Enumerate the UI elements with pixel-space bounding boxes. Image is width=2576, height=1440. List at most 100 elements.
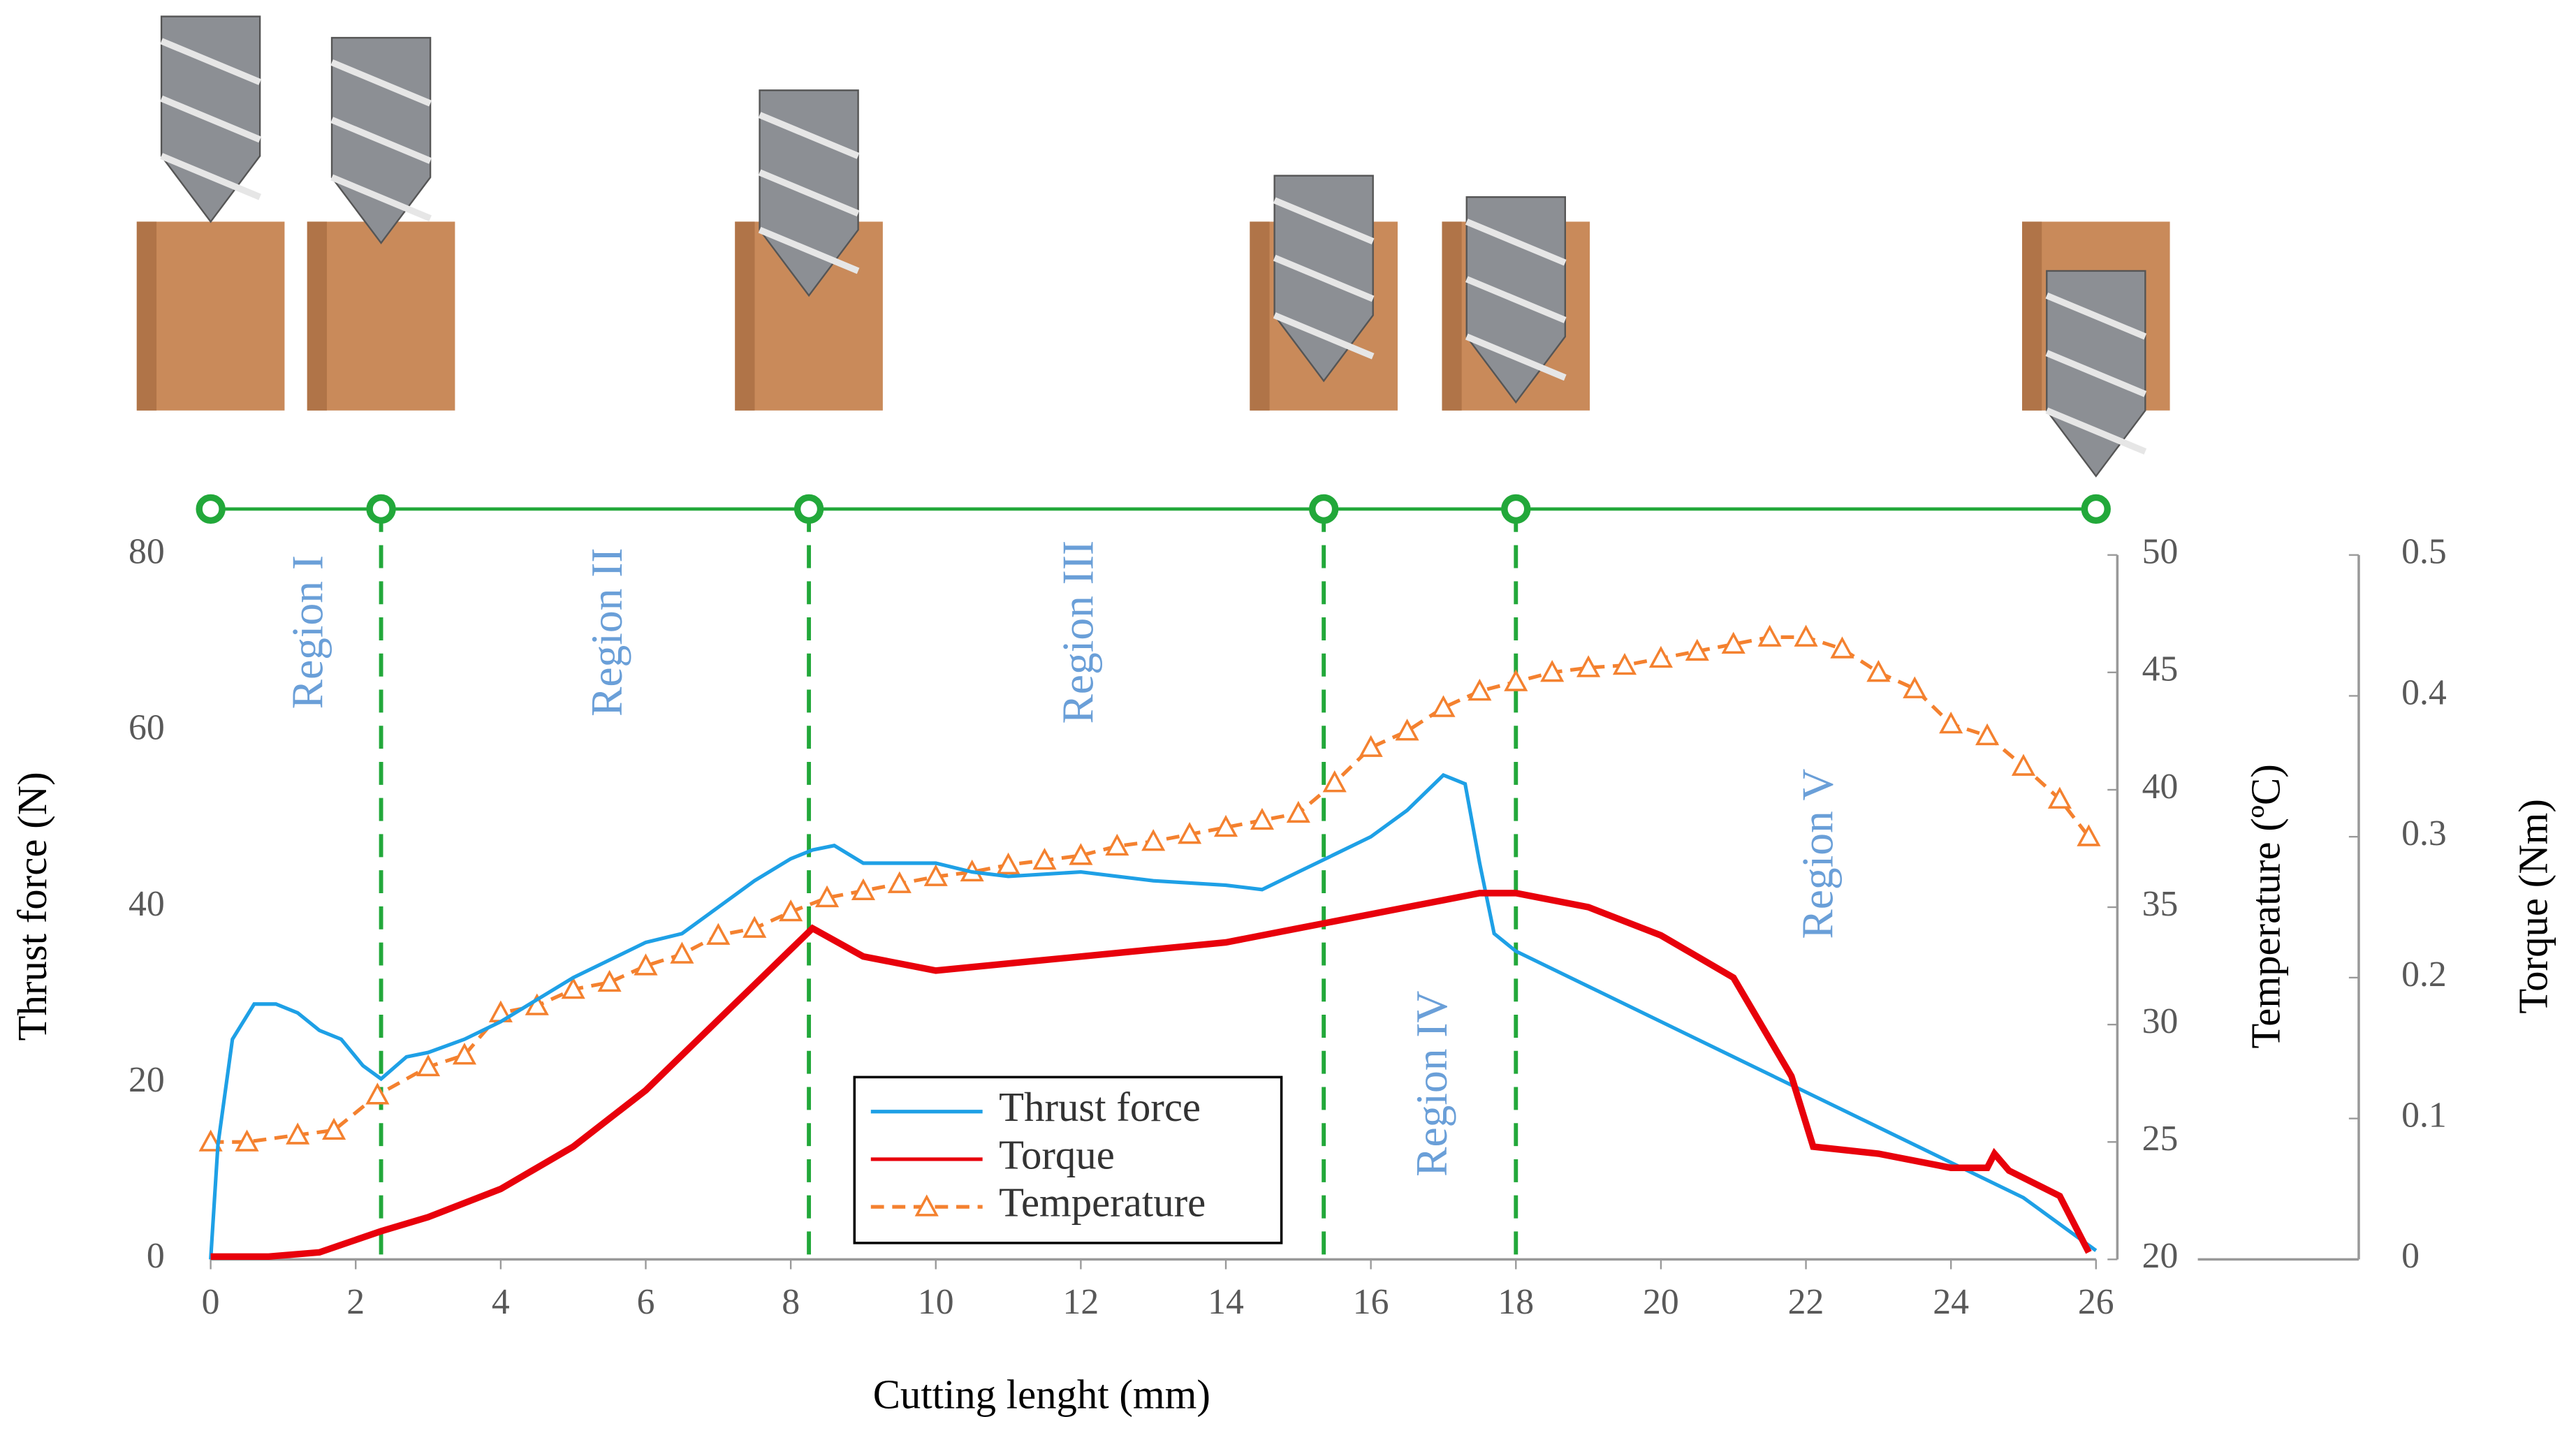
drill-flute [160, 153, 261, 200]
temperature-marker [1322, 770, 1347, 793]
x-axis-title: Cutting lenght (mm) [873, 1372, 1210, 1418]
temperature-marker [1359, 735, 1383, 757]
temperature-marker [1286, 800, 1310, 823]
series-line [209, 772, 2098, 1260]
temperature-marker [2077, 824, 2101, 846]
temperature-marker [1178, 822, 1202, 844]
temperature-marker [597, 969, 622, 992]
region-marker [793, 494, 824, 524]
temperature-marker [1504, 669, 1528, 691]
drill-flute [1273, 254, 1375, 302]
drill-flute [2045, 350, 2147, 397]
y2-tick-label: 35 [2142, 884, 2179, 924]
temperature-marker [286, 1122, 310, 1145]
temperature-marker [1866, 660, 1891, 682]
drill-flute [330, 174, 432, 222]
y3-tick-label: 0.4 [2401, 673, 2447, 712]
y2-tick-label: 45 [2142, 649, 2179, 689]
temperature-marker [1576, 655, 1601, 677]
drill-flute [2045, 292, 2147, 340]
y3-tick-label: 0.5 [2401, 532, 2447, 572]
x-tick-label: 22 [1788, 1282, 1824, 1322]
workpiece-shade [1250, 221, 1270, 411]
x-tick-label: 24 [1933, 1282, 1969, 1322]
temperature-marker [779, 899, 803, 922]
temperature-marker [1975, 723, 2000, 746]
x-tick-label: 12 [1063, 1282, 1099, 1322]
region-label: Region V [1793, 769, 1843, 939]
drill-flute [1273, 312, 1375, 360]
workpiece-shade [1442, 221, 1462, 411]
y3-tick-label: 0 [2401, 1236, 2420, 1276]
temperature-marker [561, 976, 585, 999]
drill-flute [160, 95, 261, 143]
temperature-marker [1250, 807, 1275, 830]
temperature-marker [1612, 652, 1637, 675]
temperature-marker [814, 885, 840, 908]
y-axis-title: Thrust force (N) [10, 772, 55, 1041]
temperature-marker [1431, 695, 1456, 717]
temperature-marker [1939, 711, 1963, 734]
legend-label: Thrust force [999, 1085, 1201, 1130]
region-marker [2081, 494, 2111, 524]
drill-flute [758, 169, 860, 216]
x-tick-label: 26 [2078, 1282, 2114, 1322]
drill-flute [1465, 219, 1567, 266]
temperature-marker [887, 871, 912, 893]
region-label: Region IV [1407, 991, 1456, 1177]
x-tick-label: 8 [782, 1282, 800, 1322]
temperature-marker [2047, 786, 2072, 809]
temperature-marker [670, 941, 694, 964]
temperature-marker [2011, 754, 2036, 776]
y2-tick-label: 40 [2142, 767, 2179, 807]
temperature-marker [1830, 636, 1854, 659]
workpiece-shade [2021, 221, 2042, 411]
x-tick-label: 6 [637, 1282, 655, 1322]
drill-flute [758, 112, 860, 159]
legend-label: Temperature [999, 1180, 1206, 1226]
temperature-marker [1721, 631, 1746, 654]
temperature-marker [365, 1082, 390, 1105]
region-label: Region I [283, 555, 332, 709]
temperature-marker [742, 916, 767, 938]
temperature-marker [416, 1054, 441, 1077]
temperature-marker [235, 1129, 259, 1152]
drill-flute [330, 117, 432, 164]
series-line [210, 890, 2092, 1261]
y-tick-label: 40 [129, 884, 165, 924]
y2-axis-title: Temperature (ºC) [2244, 764, 2289, 1048]
temperature-marker [1468, 678, 1492, 701]
y2-tick-label: 30 [2142, 1001, 2179, 1041]
temperature-marker [1794, 624, 1818, 647]
drill-flute [1273, 197, 1375, 244]
temperature-marker [1757, 624, 1782, 647]
y2-tick-label: 20 [2142, 1236, 2179, 1276]
temperature-marker [322, 1117, 346, 1140]
temperature-marker [1685, 638, 1709, 661]
temperature-marker [923, 864, 948, 886]
drill-flute [330, 59, 432, 107]
series-line [210, 635, 2091, 1144]
region-marker [1501, 494, 1531, 524]
drill-flute [2045, 407, 2147, 455]
x-tick-label: 4 [492, 1282, 510, 1322]
drill-flute [160, 38, 261, 85]
x-tick-label: 0 [202, 1282, 220, 1322]
temperature-marker [1395, 719, 1419, 741]
temperature-marker [525, 993, 549, 1015]
y-tick-label: 0 [147, 1236, 165, 1276]
temperature-marker [1903, 676, 1927, 698]
x-tick-label: 16 [1353, 1282, 1389, 1322]
y3-axis-title: Torque (Nm) [2511, 799, 2556, 1014]
temperature-marker [1540, 660, 1565, 682]
y-tick-label: 80 [129, 532, 165, 572]
legend-label: Torque [999, 1132, 1115, 1177]
workpiece-shade [136, 221, 157, 411]
temperature-marker [1141, 829, 1166, 851]
region-marker [366, 494, 396, 524]
x-tick-label: 14 [1208, 1282, 1244, 1322]
temperature-marker [1213, 814, 1238, 837]
region-marker [1309, 494, 1339, 524]
